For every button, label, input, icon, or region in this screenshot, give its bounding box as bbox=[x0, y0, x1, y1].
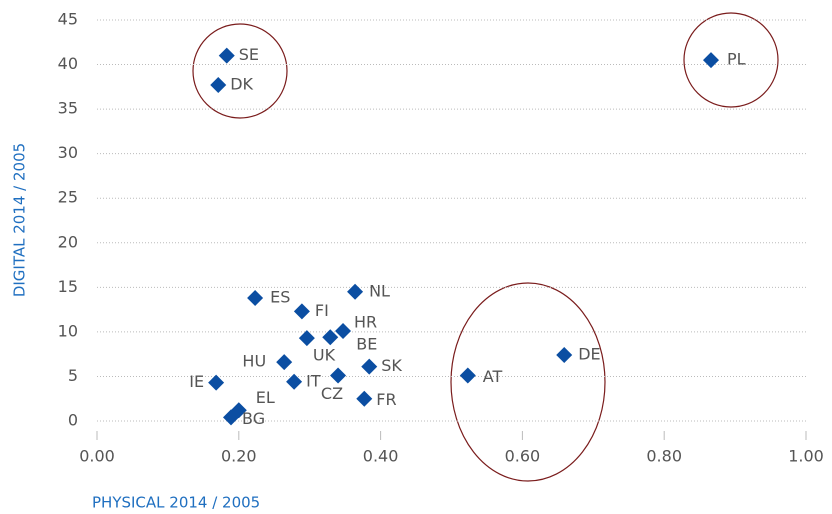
data-point bbox=[208, 374, 225, 391]
data-point bbox=[356, 390, 373, 407]
data-point bbox=[298, 330, 315, 347]
point-label: HR bbox=[354, 312, 377, 331]
point-label: BG bbox=[242, 409, 265, 428]
y-tick-label: 0 bbox=[68, 411, 78, 430]
data-point bbox=[218, 47, 235, 64]
x-tick-label: 0.80 bbox=[646, 447, 682, 466]
point-label: BE bbox=[356, 335, 377, 354]
data-point bbox=[556, 347, 573, 364]
data-point bbox=[459, 367, 476, 384]
point-label: DE bbox=[578, 345, 600, 364]
x-tick-label: 1.00 bbox=[788, 447, 824, 466]
point-label: UK bbox=[313, 346, 336, 365]
data-point bbox=[361, 358, 378, 375]
highlight-circle bbox=[450, 282, 606, 482]
x-tick-label: 0.20 bbox=[221, 447, 257, 466]
point-label: IT bbox=[306, 371, 321, 390]
data-point bbox=[210, 77, 227, 94]
point-label: DK bbox=[230, 75, 253, 94]
x-tick-label: 0.40 bbox=[363, 447, 399, 466]
data-point bbox=[702, 52, 719, 69]
point-label: FI bbox=[315, 301, 329, 320]
point-label: SK bbox=[381, 356, 402, 375]
x-tick-label: 0.60 bbox=[505, 447, 541, 466]
point-label: CZ bbox=[321, 384, 343, 403]
y-tick-label: 45 bbox=[58, 10, 78, 29]
data-point bbox=[223, 409, 240, 426]
point-label: NL bbox=[369, 281, 390, 300]
data-point bbox=[335, 322, 352, 339]
point-label: SE bbox=[239, 45, 259, 64]
data-point bbox=[293, 303, 310, 320]
y-tick-label: 40 bbox=[58, 54, 78, 73]
data-point bbox=[247, 290, 264, 307]
point-label: EL bbox=[256, 388, 275, 407]
point-label: ES bbox=[270, 288, 290, 307]
point-label: PL bbox=[727, 50, 746, 69]
x-tick-label: 0.00 bbox=[79, 447, 115, 466]
point-label: HU bbox=[242, 352, 266, 371]
data-point bbox=[330, 367, 347, 384]
y-tick-label: 10 bbox=[58, 321, 78, 340]
data-point bbox=[276, 354, 293, 371]
y-tick-label: 20 bbox=[58, 232, 78, 251]
highlight-circle bbox=[683, 12, 779, 108]
y-tick-label: 25 bbox=[58, 188, 78, 207]
point-label: FR bbox=[376, 390, 396, 409]
y-tick-label: 15 bbox=[58, 277, 78, 296]
y-tick-label: 5 bbox=[68, 366, 78, 385]
data-point bbox=[322, 329, 339, 346]
y-axis-title: DIGITAL 2014 / 2005 bbox=[11, 143, 29, 297]
x-axis-title: PHYSICAL 2014 / 2005 bbox=[92, 494, 260, 512]
highlight-circle bbox=[192, 23, 288, 119]
data-point bbox=[286, 373, 303, 390]
y-tick-label: 35 bbox=[58, 99, 78, 118]
point-label: AT bbox=[483, 367, 503, 386]
data-point bbox=[347, 283, 364, 300]
point-label: IE bbox=[189, 372, 204, 391]
y-tick-label: 30 bbox=[58, 143, 78, 162]
